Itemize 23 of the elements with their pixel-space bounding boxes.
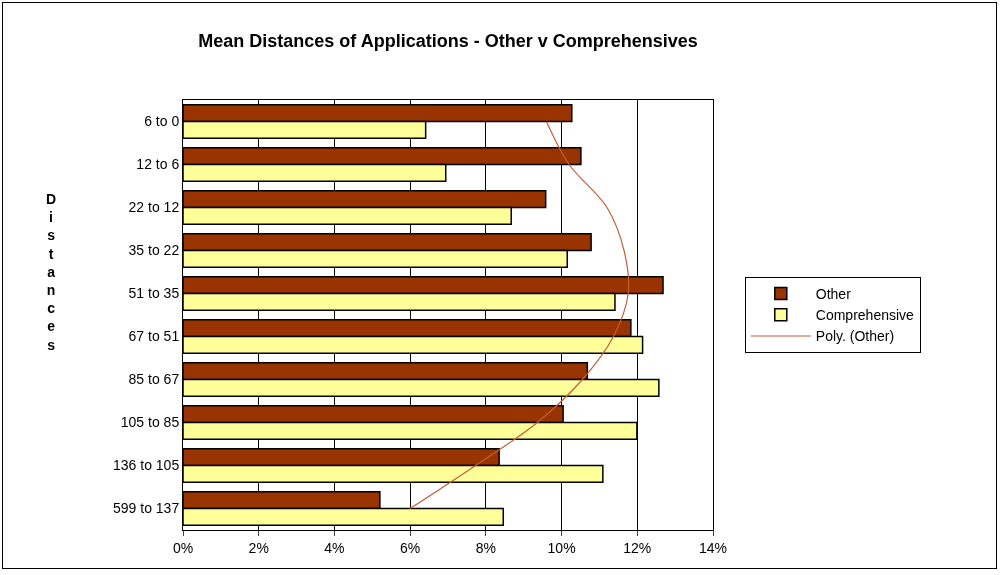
legend-label: Poly. (Other) — [815, 328, 895, 345]
y-tick-label: 136 to 105 — [113, 457, 180, 474]
x-tick-label: 8% — [475, 539, 496, 556]
y-tick-label: 22 to 12 — [128, 199, 180, 216]
x-tick-label: 4% — [324, 539, 345, 556]
y-tick-label: 67 to 51 — [128, 328, 180, 345]
legend-label: Comprehensive — [815, 307, 915, 324]
legend-label: Other — [815, 286, 852, 303]
y-tick-label: 85 to 67 — [128, 371, 180, 388]
x-tick-label: 2% — [248, 539, 269, 556]
text: Distances — [46, 191, 57, 353]
x-tick-label: 0% — [172, 539, 194, 556]
y-tick-label: 105 to 85 — [120, 414, 180, 431]
y-tick-label: 6 to 0 — [144, 113, 180, 130]
y-tick-label: 35 to 22 — [128, 242, 180, 259]
y-tick-label: 12 to 6 — [136, 156, 180, 173]
x-tick-label: 10% — [547, 539, 576, 556]
x-tick-label: 6% — [400, 539, 421, 556]
y-tick-label: 599 to 137 — [113, 500, 180, 517]
chart-title: Mean Distances of Applications - Other v Comprehensives — [198, 30, 698, 51]
x-tick-label: 12% — [623, 539, 652, 556]
x-tick-label: 14% — [698, 539, 728, 556]
y-tick-label: 51 to 35 — [128, 285, 180, 302]
